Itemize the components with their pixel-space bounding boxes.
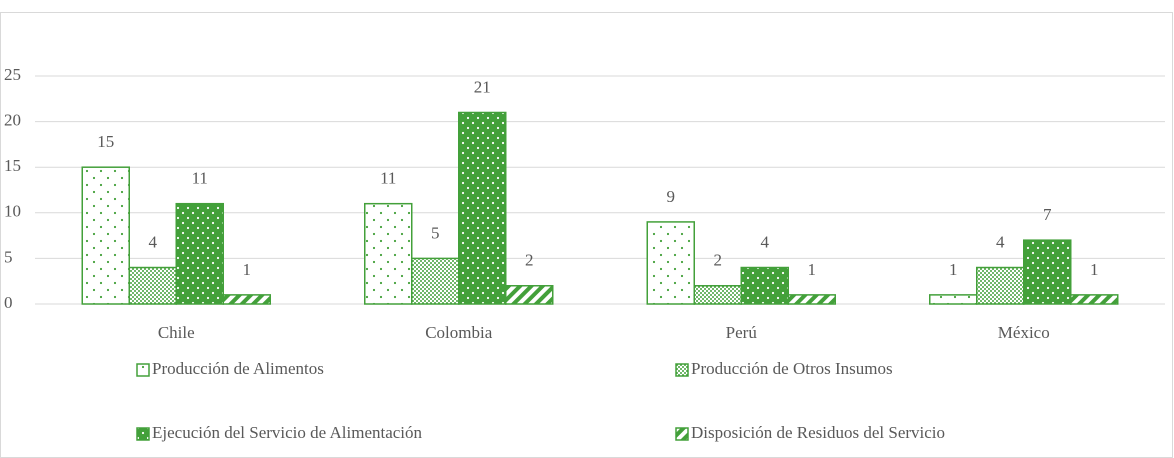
legend-swatch <box>136 363 150 377</box>
data-label: 1 <box>1090 260 1099 279</box>
y-tick-label: 20 <box>4 111 21 130</box>
data-label: 7 <box>1043 205 1052 224</box>
data-label: 5 <box>431 223 440 242</box>
x-tick-label: México <box>998 323 1050 342</box>
y-tick-label: 25 <box>4 65 21 84</box>
legend-label: Producción de Alimentos <box>152 359 324 378</box>
bar <box>411 257 460 305</box>
legend-swatch <box>675 427 689 441</box>
x-tick-label: Colombia <box>425 323 493 342</box>
x-tick-label: Chile <box>158 323 195 342</box>
bar <box>458 111 507 305</box>
bar <box>81 166 130 305</box>
y-tick-label: 15 <box>4 156 21 175</box>
data-label: 4 <box>996 232 1005 251</box>
data-label: 21 <box>474 77 491 96</box>
data-label: 11 <box>192 169 208 188</box>
data-label: 1 <box>949 260 958 279</box>
data-label: 1 <box>243 260 252 279</box>
bar <box>128 266 177 305</box>
y-tick-label: 0 <box>4 293 13 312</box>
data-label: 2 <box>525 251 534 270</box>
data-label: 1 <box>808 260 817 279</box>
bar <box>646 221 695 305</box>
bar <box>505 285 554 305</box>
legend-swatch <box>136 427 150 441</box>
legend-label: Ejecución del Servicio de Alimentación <box>152 423 423 442</box>
data-label: 11 <box>380 169 396 188</box>
legend-label: Producción de Otros Insumos <box>691 359 893 378</box>
bar <box>693 285 742 305</box>
bar <box>222 294 271 305</box>
bar <box>1070 294 1119 305</box>
y-tick-label: 5 <box>4 247 13 266</box>
bar <box>175 202 224 305</box>
data-label: 2 <box>714 251 723 270</box>
data-label: 4 <box>149 232 158 251</box>
legend-swatch <box>675 363 689 377</box>
data-label: 15 <box>97 132 114 151</box>
data-label: 9 <box>667 187 676 206</box>
legend-label: Disposición de Residuos del Servicio <box>691 423 945 442</box>
x-tick-label: Perú <box>726 323 758 342</box>
bar <box>740 266 789 305</box>
data-label: 4 <box>761 232 770 251</box>
y-tick-label: 10 <box>4 202 21 221</box>
bar <box>976 266 1025 305</box>
bar <box>1023 239 1072 305</box>
bar <box>364 202 413 305</box>
bar <box>787 294 836 305</box>
bar <box>929 294 978 305</box>
